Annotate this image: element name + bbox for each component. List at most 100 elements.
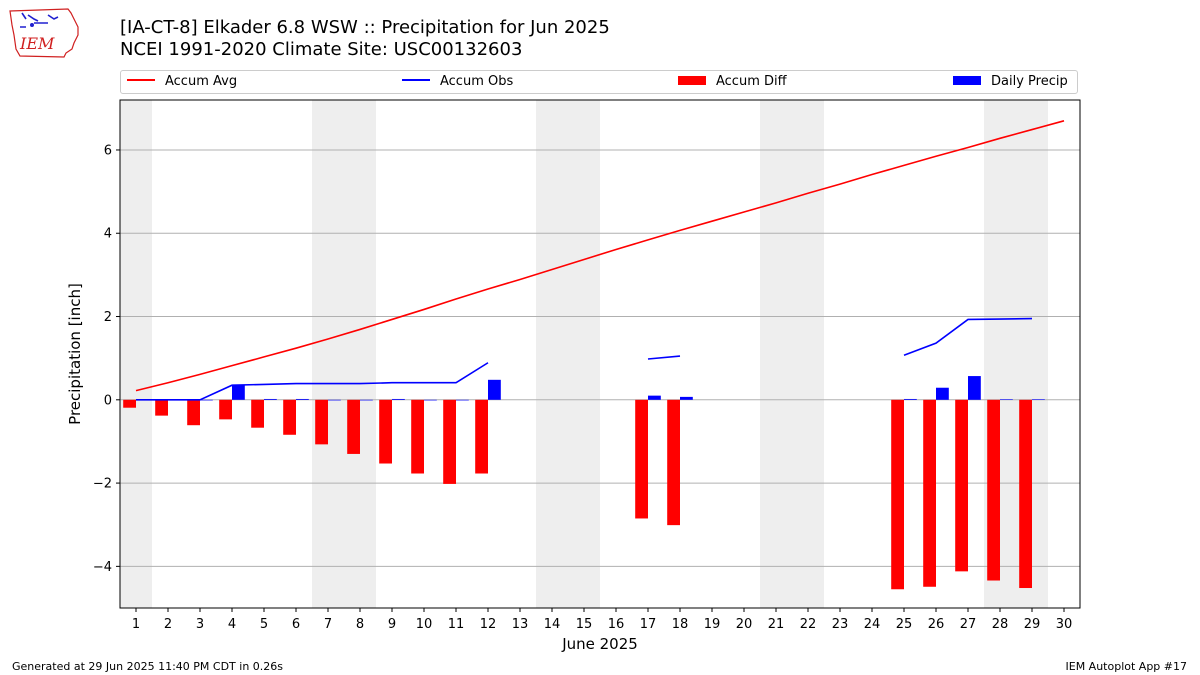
daily-precip-bar xyxy=(264,398,277,400)
plot-frame xyxy=(119,99,1081,609)
x-tick-label: 30 xyxy=(1056,617,1073,632)
legend-label: Accum Obs xyxy=(440,74,514,89)
daily-precip-bar xyxy=(488,379,501,400)
x-axis-label: June 2025 xyxy=(561,635,638,653)
x-tick-label: 21 xyxy=(768,617,785,632)
daily-precip-bar xyxy=(232,385,245,400)
x-tick-label: 18 xyxy=(672,617,689,632)
accum-obs-line xyxy=(136,362,489,401)
daily-precip-bar xyxy=(424,399,437,401)
legend-item-accum-obs: Accum Obs xyxy=(402,74,513,91)
accum-diff-bar xyxy=(155,399,168,416)
accum-diff-bar xyxy=(283,399,296,435)
chart-legend: Accum Avg Accum Obs Accum Diff Daily Pre… xyxy=(120,70,1078,94)
generated-note: Generated at 29 Jun 2025 11:40 PM CDT in… xyxy=(12,660,284,673)
x-tick-label: 23 xyxy=(832,617,849,632)
x-tick-label: 2 xyxy=(164,617,172,632)
legend-swatch xyxy=(127,78,155,81)
daily-precip-bar xyxy=(968,376,981,400)
x-tick-label: 22 xyxy=(800,617,817,632)
logo-text: IEM xyxy=(19,34,55,53)
accum-diff-bar xyxy=(635,399,648,519)
daily-precip-bar xyxy=(936,387,949,400)
weekend-shade xyxy=(792,100,824,608)
x-tick-label: 28 xyxy=(992,617,1009,632)
weekend-shade xyxy=(312,100,344,608)
legend-label: Accum Diff xyxy=(716,74,787,89)
accum-diff-bar xyxy=(1019,399,1032,589)
daily-precip-bar xyxy=(1000,399,1013,400)
legend-swatch xyxy=(678,76,706,85)
x-tick-label: 8 xyxy=(356,617,364,632)
x-tick-label: 5 xyxy=(260,617,268,632)
x-tick-label: 11 xyxy=(448,617,465,632)
chart-subtitle: NCEI 1991-2020 Climate Site: USC00132603 xyxy=(120,39,523,60)
daily-precip-bar xyxy=(360,399,373,401)
x-tick-label: 17 xyxy=(640,617,657,632)
y-tick-label: 4 xyxy=(104,227,112,242)
daily-precip-bar xyxy=(1032,399,1045,400)
legend-swatch xyxy=(402,78,430,81)
weekend-shade xyxy=(344,100,376,608)
weekend-shade xyxy=(120,100,152,608)
legend-label: Daily Precip xyxy=(991,74,1068,89)
accum-diff-bar xyxy=(475,399,488,474)
daily-precip-bar xyxy=(328,399,341,401)
accum-avg-line xyxy=(135,120,1065,392)
daily-precip-bar xyxy=(680,396,693,400)
daily-precip-bar xyxy=(904,398,917,400)
x-tick-label: 20 xyxy=(736,617,753,632)
daily-precip-bar xyxy=(648,395,661,400)
x-tick-label: 26 xyxy=(928,617,945,632)
accum-diff-bar xyxy=(955,399,968,572)
y-axis-label: Precipitation [inch] xyxy=(66,283,84,425)
accum-diff-bar xyxy=(667,399,680,526)
weekend-shade xyxy=(568,100,600,608)
x-tick-label: 15 xyxy=(576,617,593,632)
x-tick-label: 14 xyxy=(544,617,561,632)
accum-diff-bar xyxy=(347,399,360,454)
accum-obs-line xyxy=(903,317,1033,356)
x-tick-label: 4 xyxy=(228,617,236,632)
daily-precip-bar xyxy=(456,399,469,401)
x-tick-label: 9 xyxy=(388,617,396,632)
x-tick-label: 27 xyxy=(960,617,977,632)
accum-diff-bar xyxy=(443,399,456,484)
x-tick-label: 6 xyxy=(292,617,300,632)
y-tick-label: 6 xyxy=(104,143,112,158)
x-tick-label: 3 xyxy=(196,617,204,632)
x-tick-label: 12 xyxy=(480,617,497,632)
chart-title: [IA-CT-8] Elkader 6.8 WSW :: Precipitati… xyxy=(120,17,610,38)
x-tick-label: 7 xyxy=(324,617,332,632)
y-tick-label: 2 xyxy=(104,310,112,325)
y-tick-label: −2 xyxy=(93,477,112,492)
accum-diff-bar xyxy=(315,399,328,445)
accum-obs-line xyxy=(647,355,681,360)
accum-diff-bar xyxy=(411,399,424,474)
legend-item-daily-precip: Daily Precip xyxy=(953,74,1068,91)
legend-swatch xyxy=(953,76,981,85)
accum-diff-bar xyxy=(219,399,232,420)
x-tick-label: 25 xyxy=(896,617,913,632)
autoplot-app-note: IEM Autoplot App #17 xyxy=(1065,660,1188,673)
accum-diff-bar xyxy=(987,399,1000,581)
accum-diff-bar xyxy=(891,399,904,590)
accum-diff-bar xyxy=(123,399,136,408)
daily-precip-bar xyxy=(296,398,309,400)
y-tick-label: 0 xyxy=(104,393,112,408)
weather-glyph-icon xyxy=(20,12,59,28)
accum-diff-bar xyxy=(187,399,200,426)
iem-logo: IEM xyxy=(9,8,79,58)
accum-diff-bar xyxy=(251,399,264,428)
legend-item-accum-diff: Accum Diff xyxy=(678,74,787,91)
iowa-outline-icon xyxy=(9,8,79,58)
x-tick-label: 16 xyxy=(608,617,625,632)
accum-diff-bar xyxy=(379,399,392,464)
x-tick-label: 1 xyxy=(132,617,140,632)
x-tick-label: 13 xyxy=(512,617,529,632)
y-tick-label: −4 xyxy=(93,560,112,575)
daily-precip-bar xyxy=(392,398,405,400)
legend-item-accum-avg: Accum Avg xyxy=(127,74,237,91)
x-tick-label: 24 xyxy=(864,617,881,632)
